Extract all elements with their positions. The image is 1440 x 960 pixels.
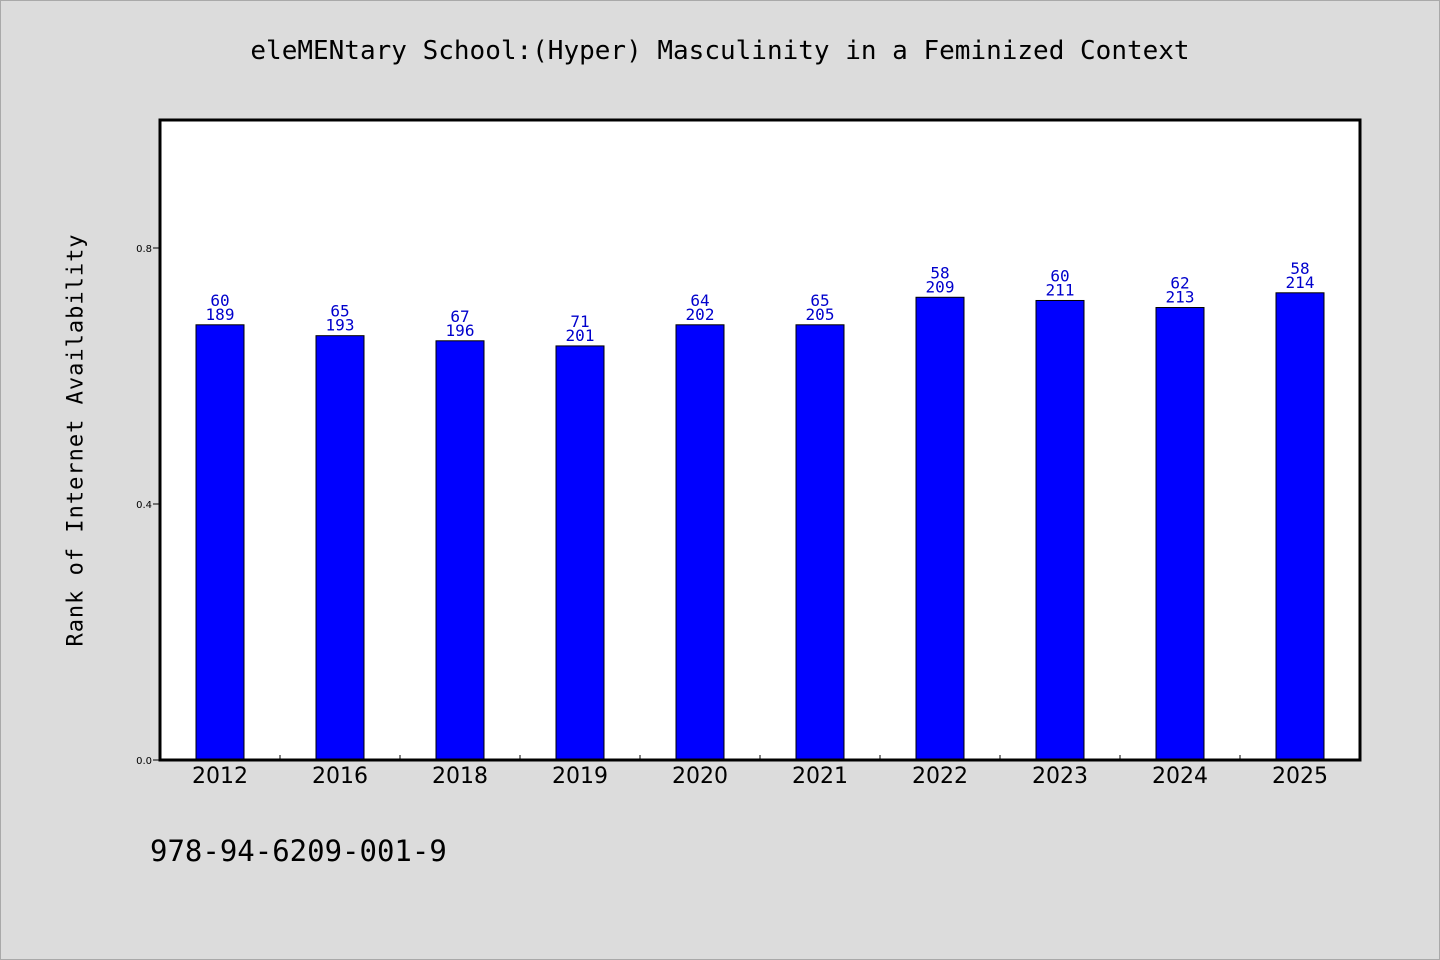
bar — [915, 296, 965, 761]
bar-label-bottom: 196 — [446, 321, 475, 340]
plot-border — [158, 118, 1362, 762]
bar-label-top: 62 — [1170, 274, 1189, 293]
bar-label-top: 67 — [450, 307, 469, 326]
bar-label-bottom: 189 — [206, 305, 235, 324]
bar-label-top: 58 — [1290, 259, 1309, 278]
bar — [675, 324, 725, 761]
bar — [315, 335, 365, 761]
bar-label-bottom: 201 — [566, 326, 595, 345]
x-tick-label: 2018 — [432, 764, 488, 789]
chart-title: eleMENtary School:(Hyper) Masculinity in… — [250, 36, 1190, 66]
x-tick-label: 2020 — [672, 764, 728, 789]
bar-label-bottom: 214 — [1286, 273, 1315, 292]
bar — [435, 340, 485, 761]
bar-label-bottom: 209 — [926, 277, 955, 296]
bar-label-bottom: 213 — [1166, 288, 1195, 307]
bar-label-top: 65 — [330, 302, 349, 321]
bar — [1275, 292, 1325, 761]
bar — [195, 324, 245, 761]
bar-label-top: 60 — [210, 291, 229, 310]
bar — [1035, 299, 1085, 761]
bar-label-bottom: 211 — [1046, 280, 1075, 299]
y-tick-label: 0.8 — [136, 244, 152, 255]
x-tick-label: 2024 — [1152, 764, 1208, 789]
bar-label-bottom: 205 — [806, 305, 835, 324]
x-tick-label: 2016 — [312, 764, 368, 789]
bar-label-bottom: 193 — [326, 316, 355, 335]
y-tick-label: 0.4 — [136, 500, 152, 511]
x-tick-label: 2025 — [1272, 764, 1328, 789]
x-tick-label: 2012 — [192, 764, 248, 789]
x-tick-label: 2023 — [1032, 764, 1088, 789]
isbn-text: 978-94-6209-001-9 — [150, 834, 447, 868]
x-tick-label: 2022 — [912, 764, 968, 789]
bar — [555, 345, 605, 761]
bar-label-top: 64 — [690, 291, 709, 310]
bar-label-top: 71 — [570, 312, 589, 331]
bar-label-top: 58 — [930, 263, 949, 282]
x-tick-label: 2021 — [792, 764, 848, 789]
y-tick-label: 0.0 — [136, 756, 152, 767]
bar-label-top: 65 — [810, 291, 829, 310]
bar — [795, 324, 845, 761]
bar — [1155, 307, 1205, 761]
x-tick-label: 2019 — [552, 764, 608, 789]
bar-label-bottom: 202 — [686, 305, 715, 324]
bar-label-top: 60 — [1050, 266, 1069, 285]
